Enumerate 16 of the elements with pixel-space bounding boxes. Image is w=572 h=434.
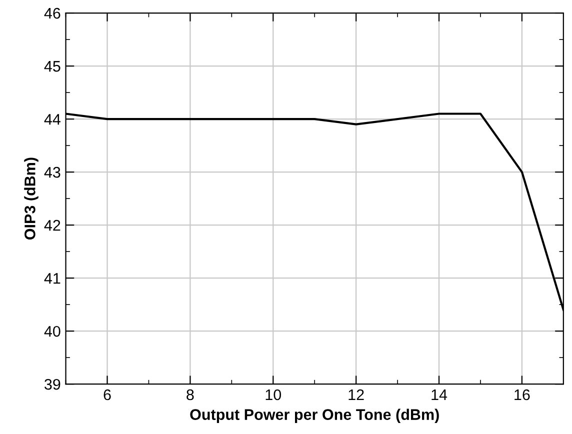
- y-tick-label: 46: [44, 8, 60, 19]
- x-tick-label: 14: [432, 390, 448, 400]
- y-tick-label: 39: [44, 378, 60, 390]
- y-tick-label: 42: [44, 220, 60, 231]
- y-tick-label: 45: [44, 61, 60, 72]
- x-tick-label: 16: [514, 389, 530, 400]
- x-tick-label: 10: [266, 389, 282, 400]
- x-tick-label: 8: [186, 389, 194, 400]
- y-tick-label: 44: [44, 114, 60, 125]
- y-axis-title: OIP3 (dBm): [24, 158, 38, 240]
- y-tick-label: 40: [44, 326, 60, 337]
- x-axis-title: Output Power per One Tone (dBm): [190, 408, 439, 423]
- y-tick-label: 41: [44, 273, 60, 284]
- y-tick-label: 43: [44, 166, 60, 178]
- x-tick-label: 6: [104, 389, 111, 400]
- x-tick-label: 12: [348, 389, 364, 400]
